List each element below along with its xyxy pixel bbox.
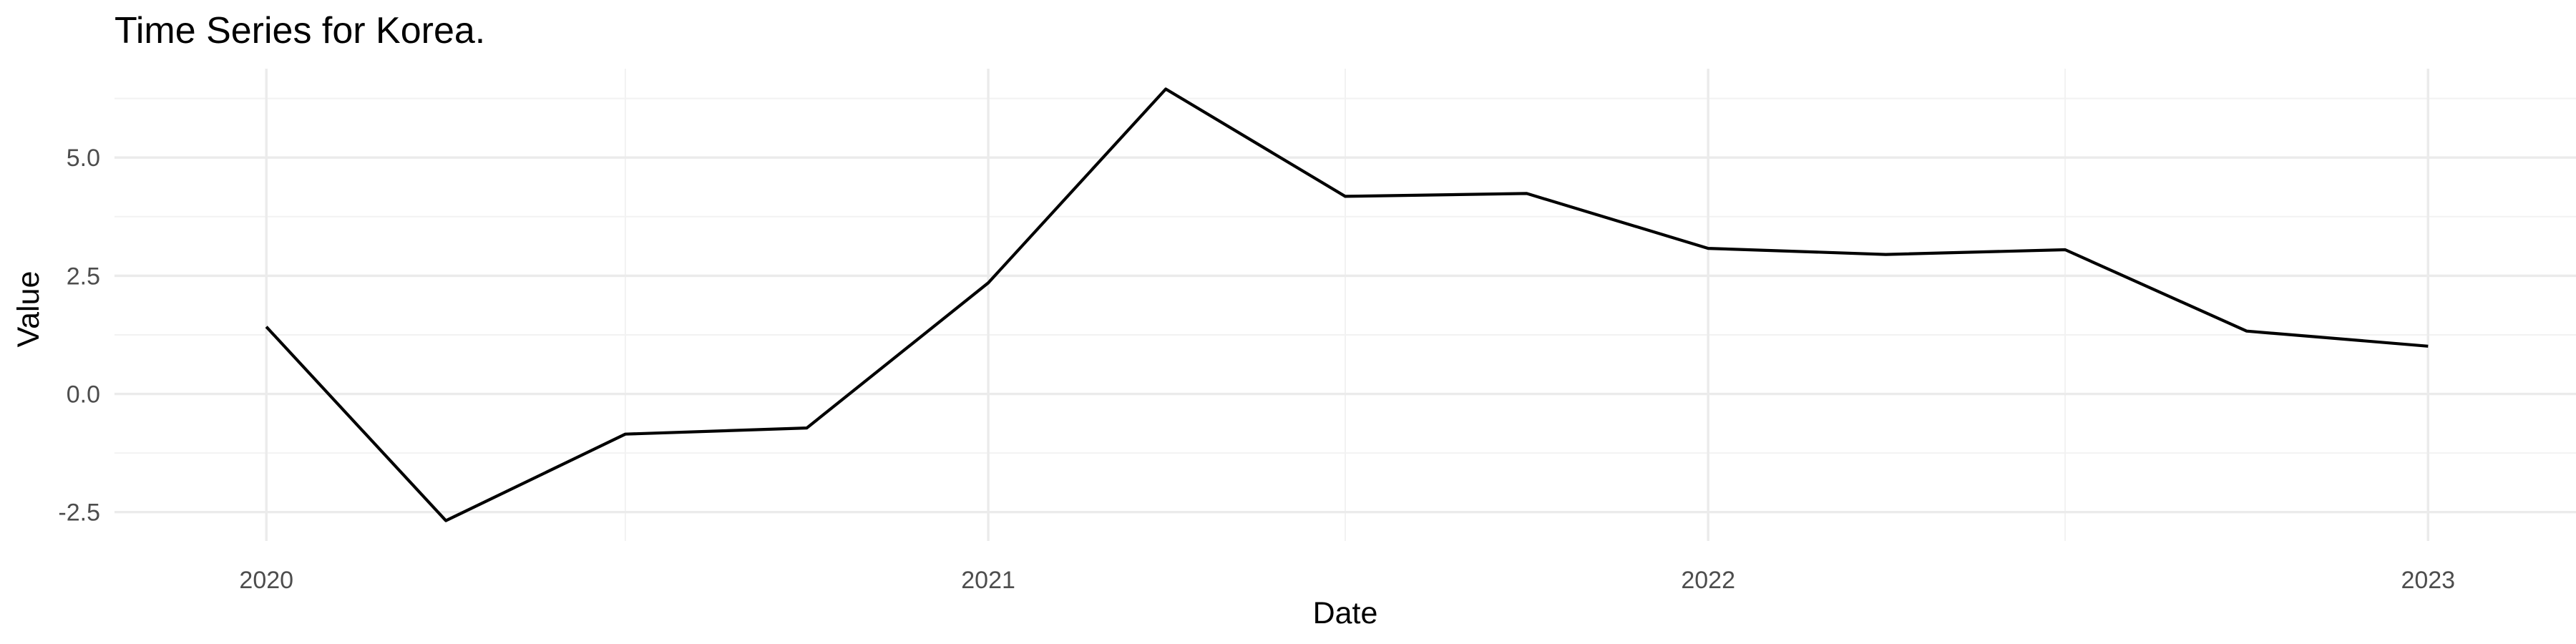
minor-gridlines — [114, 69, 2576, 541]
x-axis-ticks: 2020 2021 2022 2023 — [239, 567, 2455, 594]
x-tick-label: 2023 — [2401, 567, 2455, 594]
y-axis-title: Value — [11, 271, 46, 348]
y-axis-ticks: -2.5 0.0 2.5 5.0 — [58, 145, 100, 526]
major-gridlines — [114, 69, 2576, 541]
y-tick-label: 0.0 — [67, 381, 100, 409]
series-layer — [265, 87, 2429, 522]
chart-title: Time Series for Korea. — [114, 10, 485, 52]
x-tick-label: 2022 — [1681, 567, 1735, 594]
y-tick-label: 2.5 — [67, 263, 100, 290]
x-tick-label: 2020 — [239, 567, 293, 594]
x-tick-label: 2021 — [961, 567, 1015, 594]
y-tick-label: -2.5 — [58, 499, 100, 527]
y-tick-label: 5.0 — [67, 145, 100, 172]
x-axis-title: Date — [1313, 596, 1378, 630]
series-line — [265, 87, 2429, 522]
